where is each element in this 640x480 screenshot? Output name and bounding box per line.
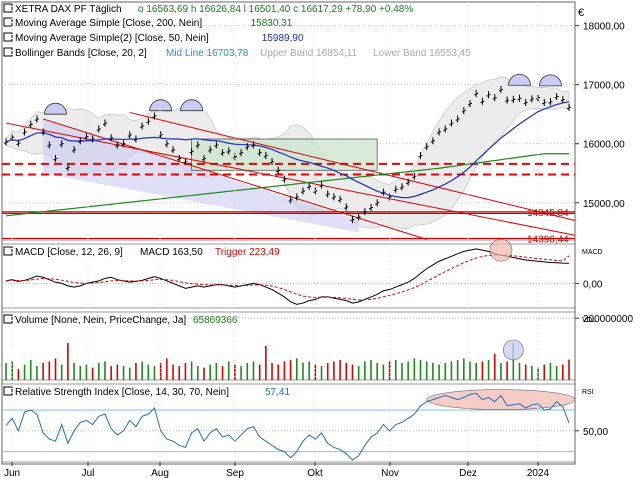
indicator-label: Moving Average Simple(2) [Close, 50, Nei…: [15, 33, 209, 44]
chart-border: [1, 1, 576, 465]
highlight-marker: [44, 102, 67, 115]
indicator-value: 15989,90: [262, 33, 304, 44]
indicator-label: Bollinger Bands [Close, 20, 2]: [15, 48, 147, 59]
trend-line: [129, 111, 576, 221]
rsi-line: [5, 392, 570, 461]
highlight-marker: [539, 74, 562, 87]
collapse-icon: [3, 17, 13, 27]
panel-label: VOL: [582, 317, 596, 324]
bb-mid-value: Mid Line 16703,78: [166, 48, 249, 59]
collapse-icon: [3, 32, 13, 42]
highlight-marker: [489, 238, 513, 262]
macd-line: [5, 248, 570, 305]
macd-trigger-line: [5, 254, 570, 301]
y-tick-label: 16000,00: [583, 140, 625, 151]
x-tick-label: Sep: [226, 468, 244, 479]
indicator-label: Relative Strength Index [Close, 14, 30, …: [15, 387, 229, 398]
y-tick-label: 17000,00: [583, 81, 625, 92]
level-label: 14396,44: [527, 234, 569, 245]
y-tick-label: 200000000: [583, 314, 633, 325]
macd-trigger-value: Trigger 223,49: [215, 247, 280, 258]
sma200-line: [5, 153, 569, 217]
y-tick-label: 15000,00: [583, 199, 625, 210]
ohlc-readout: o 16563,69 h 16626,84 l 16501,40 c 16617…: [138, 4, 413, 15]
x-tick-label: Aug: [151, 468, 169, 479]
y-tick-label: 0,00: [583, 279, 603, 290]
rsi-value: 57,41: [265, 387, 290, 398]
indicator-label: Volume [None, Nein, PriceChange, Ja]: [15, 315, 186, 326]
indicator-value: 15830,31: [251, 18, 293, 29]
y-tick-label: 18000,00: [583, 22, 625, 33]
highlight-marker: [503, 339, 524, 361]
x-tick-label: Jul: [82, 468, 95, 479]
macd-value: MACD 163,50: [140, 247, 203, 258]
instrument-title: XETRA DAX PF Täglich: [15, 4, 122, 15]
volume-value: 65869366: [193, 315, 238, 326]
currency-label: €: [578, 7, 584, 19]
collapse-icon: [3, 386, 13, 396]
panel-label: MACD: [582, 249, 603, 256]
indicator-label: MACD [Close, 12, 26, 9]: [15, 247, 123, 258]
panel-label: RSI: [582, 389, 594, 396]
highlight-marker: [149, 99, 173, 112]
x-tick-label: 2024: [527, 468, 550, 479]
sma50-line: [5, 101, 570, 199]
level-label: 14845,84: [527, 208, 569, 219]
x-tick-label: Jun: [4, 468, 20, 479]
panel-macd: [1, 243, 576, 309]
collapse-icon: [3, 246, 13, 256]
highlight-marker: [180, 99, 204, 112]
x-tick-label: Okt: [307, 468, 323, 479]
x-tick-label: Dez: [459, 468, 477, 479]
collapse-icon: [3, 314, 13, 324]
collapse-icon: [3, 47, 13, 57]
trend-line: [5, 122, 576, 236]
channel-fill: [43, 118, 359, 233]
panel-vol: [1, 311, 576, 381]
indicator-label: Moving Average Simple [Close, 200, Nein]: [15, 18, 202, 29]
collapse-icon: [3, 3, 13, 13]
highlight-marker: [508, 73, 531, 86]
bb-lower-value: Lower Band 16553,45: [373, 48, 471, 59]
y-tick-label: 50,00: [583, 427, 608, 438]
x-tick-label: Nov: [381, 468, 399, 479]
bb-upper-value: Upper Band 16854,11: [260, 48, 358, 59]
